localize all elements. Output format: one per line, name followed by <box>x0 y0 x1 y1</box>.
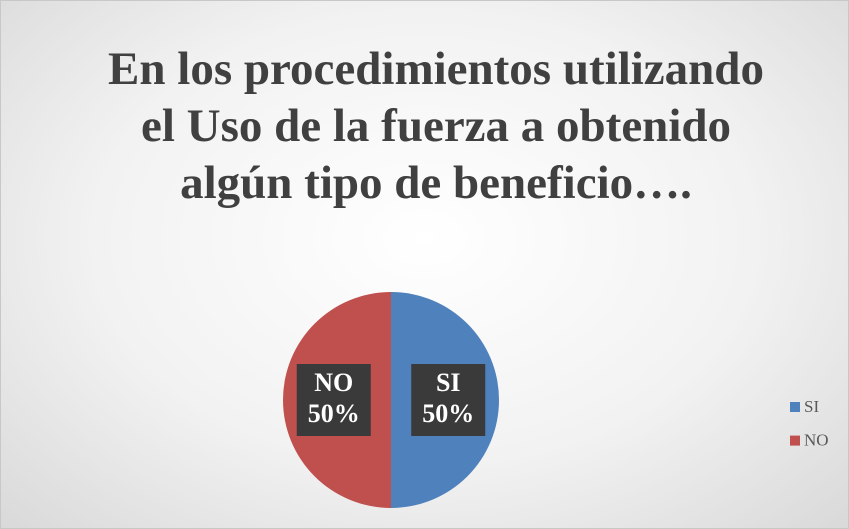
legend-label: NO <box>804 431 829 450</box>
legend-label: SI <box>804 397 819 416</box>
data-label-box <box>296 364 371 436</box>
data-label-box <box>411 364 486 436</box>
legend-swatch <box>790 402 800 412</box>
legend-swatch <box>790 435 800 446</box>
data-label-category: SI <box>436 368 461 397</box>
data-label-value: 50% <box>422 399 474 428</box>
data-label-value: 50% <box>308 399 360 428</box>
data-label-category: NO <box>314 368 353 397</box>
chart-title: En los procedimientos utilizando el Uso … <box>108 43 764 209</box>
